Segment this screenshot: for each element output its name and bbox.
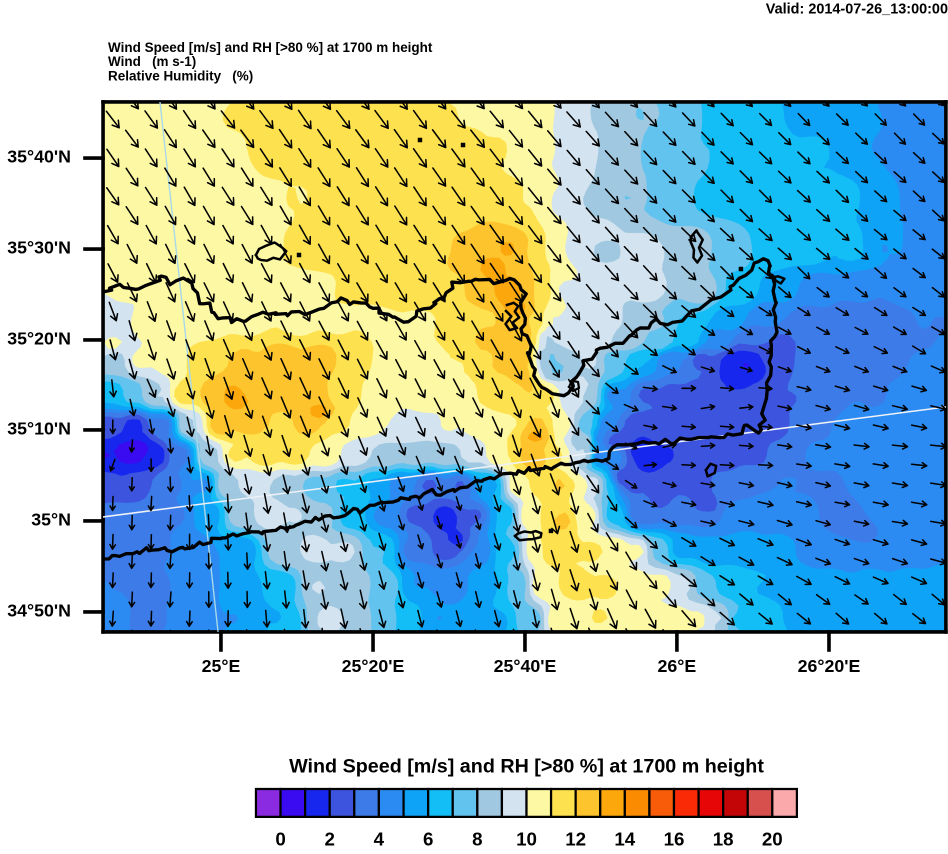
svg-text:4: 4	[374, 829, 385, 850]
svg-text:Valid: 2014-07-26_13:00:00: Valid: 2014-07-26_13:00:00	[766, 1, 948, 17]
svg-text:35°20'N: 35°20'N	[7, 329, 71, 349]
svg-text:25°20'E: 25°20'E	[342, 656, 405, 676]
svg-text:Wind (m s-1): Wind (m s-1)	[108, 54, 196, 69]
svg-text:8: 8	[472, 829, 482, 850]
svg-text:Wind Speed [m/s] and RH [>80 %: Wind Speed [m/s] and RH [>80 %] at 1700 …	[108, 40, 433, 55]
svg-text:35°40'N: 35°40'N	[7, 147, 71, 167]
svg-text:Wind Speed [m/s] and RH [>80 %: Wind Speed [m/s] and RH [>80 %] at 1700 …	[289, 756, 764, 778]
svg-text:2: 2	[324, 829, 334, 850]
svg-text:20: 20	[762, 829, 783, 850]
svg-text:26°E: 26°E	[658, 656, 697, 676]
svg-text:18: 18	[713, 829, 734, 850]
svg-text:35°30'N: 35°30'N	[7, 238, 71, 258]
svg-text:16: 16	[664, 829, 685, 850]
svg-text:14: 14	[614, 829, 635, 850]
svg-text:12: 12	[565, 829, 586, 850]
svg-text:34°50'N: 34°50'N	[7, 601, 71, 621]
svg-text:26°20'E: 26°20'E	[798, 656, 861, 676]
svg-text:25°40'E: 25°40'E	[494, 656, 557, 676]
svg-text:0: 0	[275, 829, 285, 850]
svg-text:10: 10	[516, 829, 537, 850]
svg-text:6: 6	[423, 829, 433, 850]
svg-text:35°10'N: 35°10'N	[7, 419, 71, 439]
svg-text:35°N: 35°N	[31, 510, 71, 530]
svg-text:25°E: 25°E	[202, 656, 241, 676]
svg-text:Relative Humidity (%): Relative Humidity (%)	[108, 69, 253, 84]
